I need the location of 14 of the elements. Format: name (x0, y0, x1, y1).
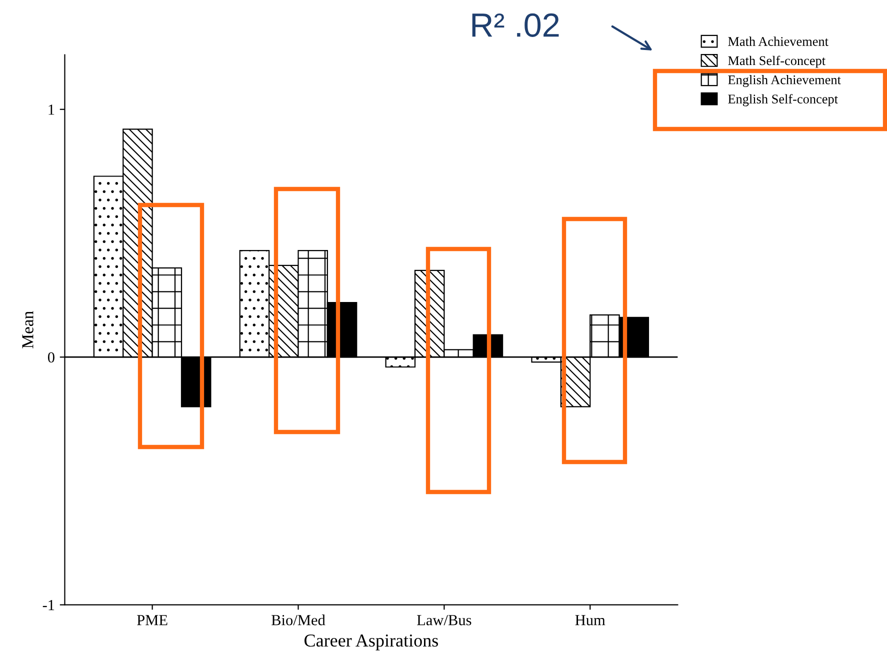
legend-label: Math Self-concept (728, 56, 826, 68)
x-tick-label: Hum (575, 615, 606, 626)
y-axis-title: Mean (22, 311, 34, 348)
y-tick-label: -1 (42, 600, 54, 610)
legend-label: English Self-concept (728, 94, 838, 106)
legend-label: English Achievement (728, 75, 841, 88)
y-tick-label: 1 (48, 104, 54, 115)
x-tick-label: Law/Bus (417, 615, 472, 626)
x-tick-label: Bio/Med (272, 614, 326, 626)
legend-label: Math Achievement (728, 36, 828, 46)
x-axis-title: Career Aspirations (304, 634, 438, 650)
text: R² .02 (472, 13, 559, 37)
y-tick-label: 0 (48, 352, 54, 363)
x-tick-label: PME (137, 615, 168, 626)
